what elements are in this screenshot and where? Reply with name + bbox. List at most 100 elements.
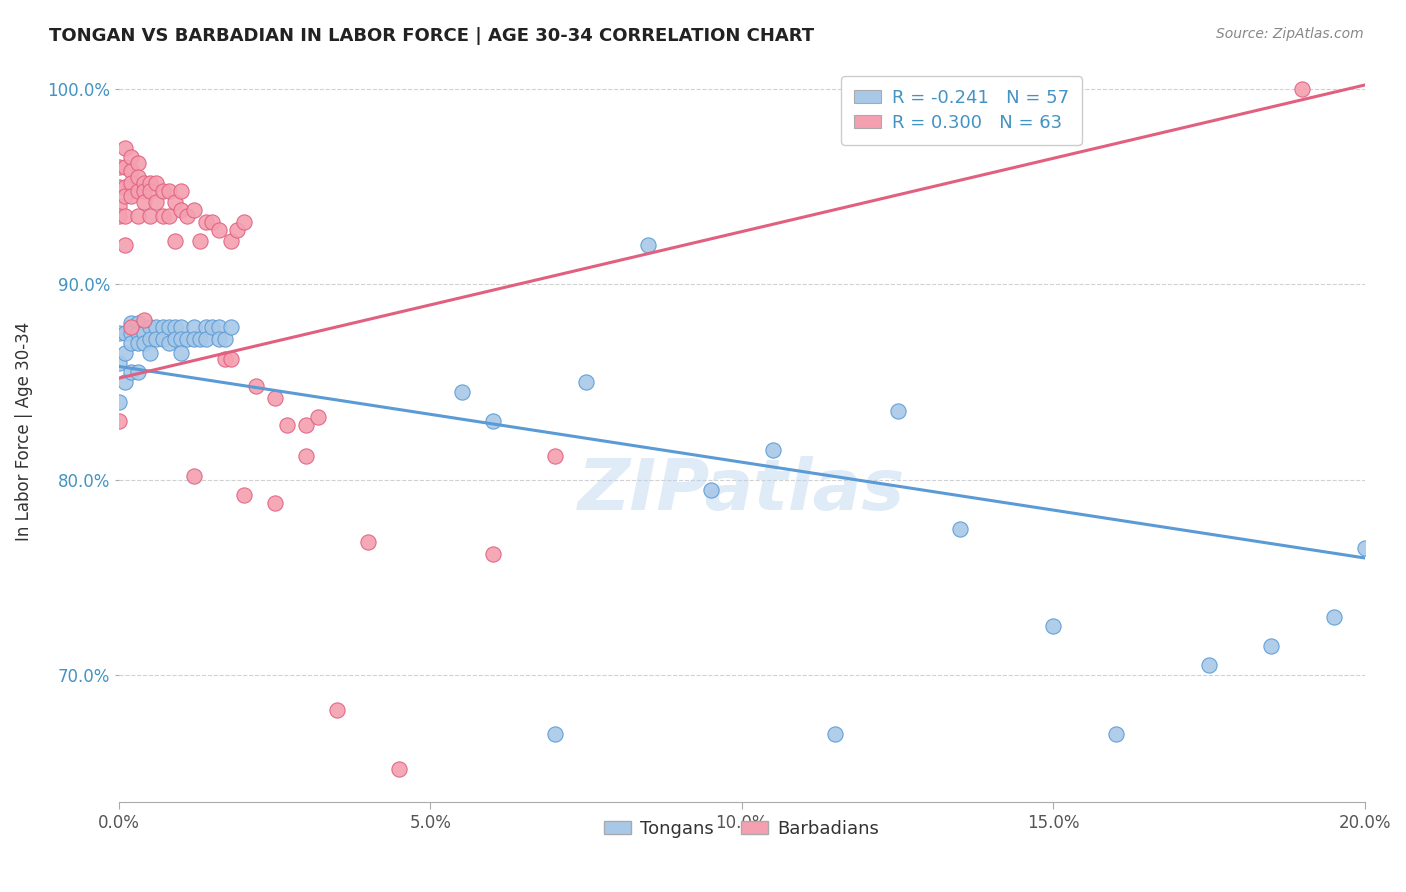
Point	[157, 184, 180, 198]
Point	[188, 332, 211, 346]
Point	[226, 222, 249, 236]
Point	[188, 235, 211, 249]
Point	[207, 222, 229, 236]
Y-axis label: In Labor Force | Age 30-34: In Labor Force | Age 30-34	[15, 321, 32, 541]
Point	[127, 209, 149, 223]
Point	[127, 336, 149, 351]
Point	[263, 391, 285, 405]
Point	[294, 418, 316, 433]
Point	[139, 320, 162, 334]
Point	[170, 320, 193, 334]
Point	[219, 320, 242, 334]
Point	[139, 345, 162, 359]
Point	[139, 332, 162, 346]
Point	[263, 496, 285, 510]
Point	[132, 326, 155, 341]
Point	[145, 195, 167, 210]
Point	[108, 179, 131, 194]
Point	[114, 326, 136, 341]
Legend: Tongans, Barbadians: Tongans, Barbadians	[598, 813, 887, 846]
Point	[120, 365, 142, 379]
Point	[886, 404, 908, 418]
Point	[132, 195, 155, 210]
Point	[120, 336, 142, 351]
Point	[1354, 541, 1376, 556]
Point	[195, 320, 218, 334]
Point	[450, 384, 472, 399]
Point	[132, 176, 155, 190]
Point	[152, 184, 174, 198]
Point	[152, 320, 174, 334]
Point	[132, 312, 155, 326]
Point	[108, 355, 131, 369]
Point	[195, 332, 218, 346]
Point	[219, 351, 242, 366]
Point	[214, 351, 236, 366]
Point	[219, 235, 242, 249]
Point	[108, 209, 131, 223]
Point	[139, 184, 162, 198]
Point	[294, 450, 316, 464]
Point	[1291, 82, 1313, 96]
Point	[132, 184, 155, 198]
Point	[183, 203, 205, 218]
Point	[170, 184, 193, 198]
Point	[157, 320, 180, 334]
Point	[357, 535, 380, 549]
Point	[120, 176, 142, 190]
Point	[108, 326, 131, 341]
Point	[120, 164, 142, 178]
Point	[1104, 727, 1126, 741]
Point	[108, 160, 131, 174]
Point	[544, 450, 567, 464]
Point	[232, 488, 254, 502]
Point	[183, 469, 205, 483]
Point	[114, 375, 136, 389]
Point	[114, 345, 136, 359]
Point	[114, 238, 136, 252]
Point	[145, 332, 167, 346]
Point	[637, 238, 659, 252]
Point	[699, 483, 721, 497]
Point	[163, 235, 186, 249]
Point	[163, 320, 186, 334]
Point	[114, 209, 136, 223]
Point	[163, 195, 186, 210]
Point	[120, 189, 142, 203]
Point	[201, 320, 224, 334]
Point	[120, 320, 142, 334]
Point	[195, 215, 218, 229]
Point	[152, 332, 174, 346]
Point	[132, 336, 155, 351]
Point	[1042, 619, 1064, 633]
Point	[481, 547, 503, 561]
Point	[108, 414, 131, 428]
Point	[575, 375, 598, 389]
Point	[114, 179, 136, 194]
Point	[114, 189, 136, 203]
Point	[145, 320, 167, 334]
Point	[170, 345, 193, 359]
Point	[114, 160, 136, 174]
Point	[1260, 639, 1282, 653]
Point	[120, 317, 142, 331]
Point	[762, 443, 785, 458]
Point	[326, 703, 349, 717]
Point	[176, 332, 198, 346]
Point	[949, 522, 972, 536]
Point	[127, 184, 149, 198]
Point	[108, 199, 131, 213]
Point	[824, 727, 846, 741]
Point	[120, 326, 142, 341]
Point	[1323, 609, 1346, 624]
Point	[207, 320, 229, 334]
Point	[152, 209, 174, 223]
Point	[207, 332, 229, 346]
Point	[127, 326, 149, 341]
Point	[114, 140, 136, 154]
Point	[163, 332, 186, 346]
Point	[170, 332, 193, 346]
Text: ZIPatlas: ZIPatlas	[578, 456, 905, 524]
Point	[183, 320, 205, 334]
Text: Source: ZipAtlas.com: Source: ZipAtlas.com	[1216, 27, 1364, 41]
